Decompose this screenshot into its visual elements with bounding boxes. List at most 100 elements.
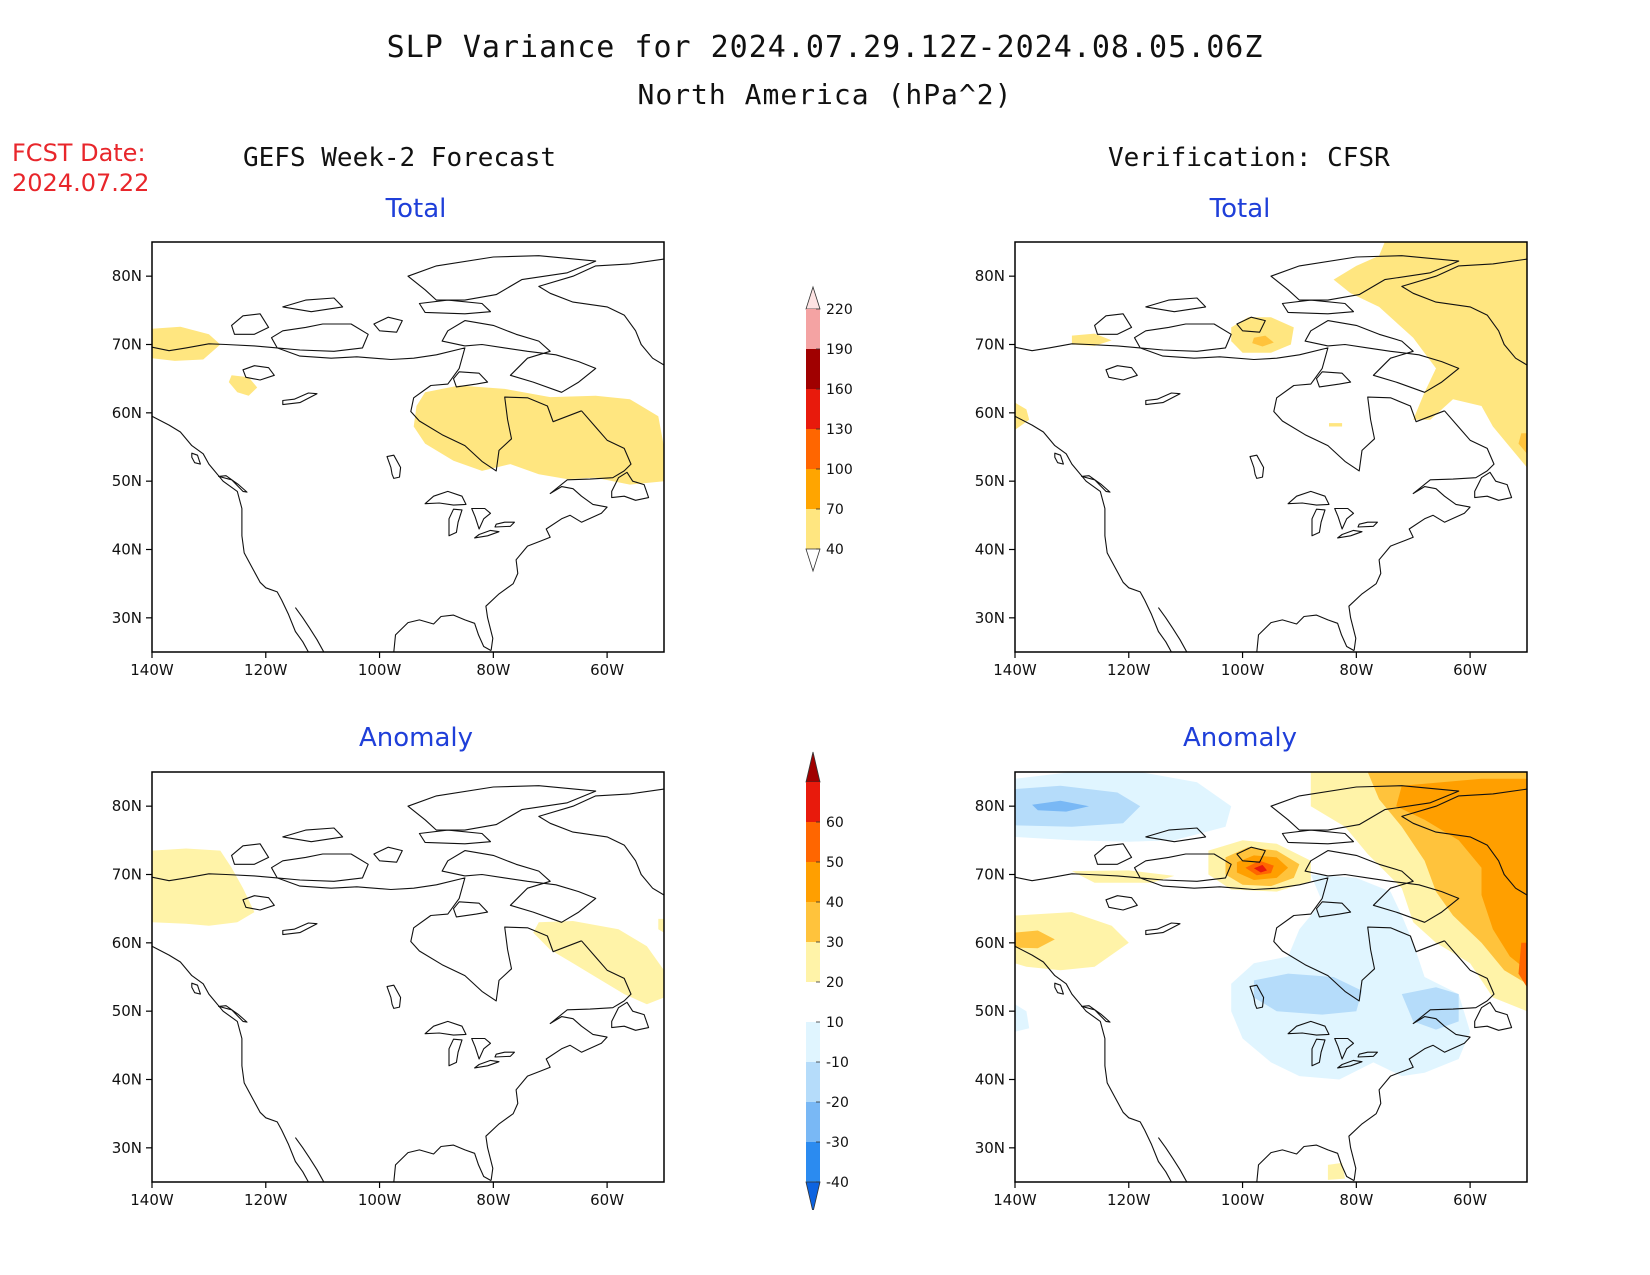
ellesmere-island bbox=[1270, 785, 1460, 831]
melville-island bbox=[282, 297, 344, 313]
lake-ontario bbox=[494, 1051, 515, 1058]
colorbar-segment bbox=[806, 902, 820, 942]
lon-tick-label: 140W bbox=[993, 1191, 1037, 1209]
colorbar-segment bbox=[806, 309, 820, 349]
ellesmere-island bbox=[407, 785, 597, 831]
colorbar-label: 20 bbox=[826, 975, 844, 991]
newfoundland bbox=[1474, 471, 1513, 501]
lake-winnipeg bbox=[386, 454, 402, 479]
great-bear-lake bbox=[242, 365, 275, 381]
colorbar-label: 190 bbox=[826, 342, 853, 358]
chart-subtitle: North America (hPa^2) bbox=[637, 78, 1013, 111]
colorbar-label: 50 bbox=[826, 855, 844, 871]
atlantic-coastline bbox=[1348, 410, 1495, 651]
lon-tick-label: 100W bbox=[1221, 1191, 1265, 1209]
lat-tick-label: 60N bbox=[975, 934, 1005, 952]
lake-winnipeg bbox=[386, 984, 402, 1009]
gulf-of-california-coast bbox=[1157, 607, 1188, 652]
great-bear-lake bbox=[1105, 895, 1138, 911]
map-frame bbox=[151, 771, 665, 1183]
variance-area-pacific-edge bbox=[1015, 402, 1030, 430]
anomaly-area-boothia-core bbox=[1253, 864, 1267, 873]
colorbar-bottom-arrow bbox=[805, 1181, 821, 1210]
panel-title-fc-total: Total bbox=[385, 194, 447, 224]
lon-tick-label: 140W bbox=[993, 661, 1037, 679]
anomaly-area-canada-blue bbox=[1231, 874, 1471, 1080]
colorbar-label: 40 bbox=[826, 542, 844, 558]
variance-area-hudson-spot bbox=[1329, 423, 1343, 427]
variance-area-greenland-labrador bbox=[1333, 242, 1527, 468]
variance-area-boothia bbox=[1231, 317, 1294, 353]
variance-area-mackenzie bbox=[228, 375, 258, 396]
colorbar-label: -20 bbox=[826, 1095, 849, 1111]
colorbar-anomaly: -40 -30 -20 -10 10 20 30 40 50 60 bbox=[805, 751, 849, 1210]
map-panel-ver-total: 140W 120W 100W 80W 60W 80N 70N 60N 50N 40N 30N bbox=[975, 241, 1528, 679]
lake-superior bbox=[1287, 490, 1330, 506]
colorbar-segment bbox=[806, 1022, 820, 1062]
colorbar-segment bbox=[806, 1102, 820, 1142]
lake-superior bbox=[424, 490, 467, 506]
panel-title-ver-total: Total bbox=[1209, 194, 1271, 224]
anomaly-area-maritimes-blue bbox=[1401, 987, 1459, 1030]
pacific-coastline bbox=[152, 415, 309, 652]
map-panel-fc-anomaly: 140W 120W 100W 80W 60W 80N 70N 60N 50N 40N 30N bbox=[112, 771, 665, 1209]
newfoundland bbox=[611, 471, 650, 501]
southampton-island bbox=[452, 901, 489, 918]
lake-ontario bbox=[494, 521, 515, 528]
chart-title: SLP Variance for 2024.07.29.12Z-2024.08.… bbox=[386, 30, 1264, 65]
greenland-edge bbox=[1401, 788, 1527, 896]
lat-tick-label: 50N bbox=[975, 1002, 1005, 1020]
vancouver-island bbox=[1081, 475, 1111, 493]
colorbar-segment bbox=[806, 1062, 820, 1102]
ellesmere-island bbox=[1270, 255, 1460, 301]
colorbar-top-arrow bbox=[805, 751, 821, 783]
colorbar-segment bbox=[806, 469, 820, 509]
vancouver-island bbox=[1081, 1005, 1111, 1023]
lon-tick-label: 140W bbox=[130, 1191, 174, 1209]
anomaly-area-pacific-yellow bbox=[1015, 912, 1129, 971]
lon-tick-label: 120W bbox=[1107, 1191, 1151, 1209]
victoria-island bbox=[270, 323, 369, 352]
pacific-coastline bbox=[152, 945, 309, 1182]
victoria-island bbox=[1133, 853, 1232, 882]
lat-tick-label: 80N bbox=[112, 267, 142, 285]
hudson-bay-coast bbox=[152, 873, 582, 1002]
lat-tick-label: 60N bbox=[975, 404, 1005, 422]
variance-area-davis-strait bbox=[1518, 433, 1527, 454]
victoria-island bbox=[1133, 323, 1232, 352]
lat-tick-label: 30N bbox=[112, 609, 142, 627]
colorbar-segment bbox=[806, 942, 820, 982]
lake-winnipeg bbox=[1249, 984, 1265, 1009]
variance-area-boothia-core bbox=[1252, 335, 1274, 347]
greenland-edge bbox=[538, 788, 664, 896]
lat-tick-label: 50N bbox=[975, 472, 1005, 490]
lake-ontario bbox=[1357, 521, 1378, 528]
lake-huron bbox=[471, 1037, 492, 1060]
lat-tick-label: 70N bbox=[112, 336, 142, 354]
anomaly-area-gulf-yellow bbox=[1327, 1162, 1345, 1180]
southampton-island bbox=[452, 371, 489, 388]
devon-island bbox=[1281, 829, 1355, 845]
colorbar-segment bbox=[806, 1142, 820, 1182]
lake-michigan bbox=[448, 508, 463, 537]
variance-area-alaska-coast bbox=[152, 326, 221, 361]
colorbar-top-arrow bbox=[805, 285, 821, 310]
lat-tick-label: 40N bbox=[975, 1071, 1005, 1089]
banks-island bbox=[231, 313, 270, 335]
lon-tick-label: 100W bbox=[358, 661, 402, 679]
vancouver-island bbox=[218, 475, 248, 493]
lat-tick-label: 80N bbox=[112, 797, 142, 815]
colorbar-segment bbox=[806, 782, 820, 822]
lat-tick-label: 70N bbox=[975, 866, 1005, 884]
devon-island bbox=[418, 299, 492, 315]
colorbar-label: 40 bbox=[826, 895, 844, 911]
prince-of-wales-island bbox=[1236, 846, 1266, 863]
map-panel-ver-anomaly: 140W 120W 100W 80W 60W 80N 70N 60N 50N 40N 30N bbox=[975, 771, 1528, 1209]
lake-michigan bbox=[1311, 508, 1326, 537]
colorbar-label: 220 bbox=[826, 302, 853, 318]
colorbar-label: 70 bbox=[826, 502, 844, 518]
devon-island bbox=[1281, 299, 1355, 315]
lon-tick-label: 120W bbox=[1107, 661, 1151, 679]
gulf-of-california-coast bbox=[1157, 1137, 1188, 1182]
atlantic-coastline bbox=[485, 940, 632, 1181]
